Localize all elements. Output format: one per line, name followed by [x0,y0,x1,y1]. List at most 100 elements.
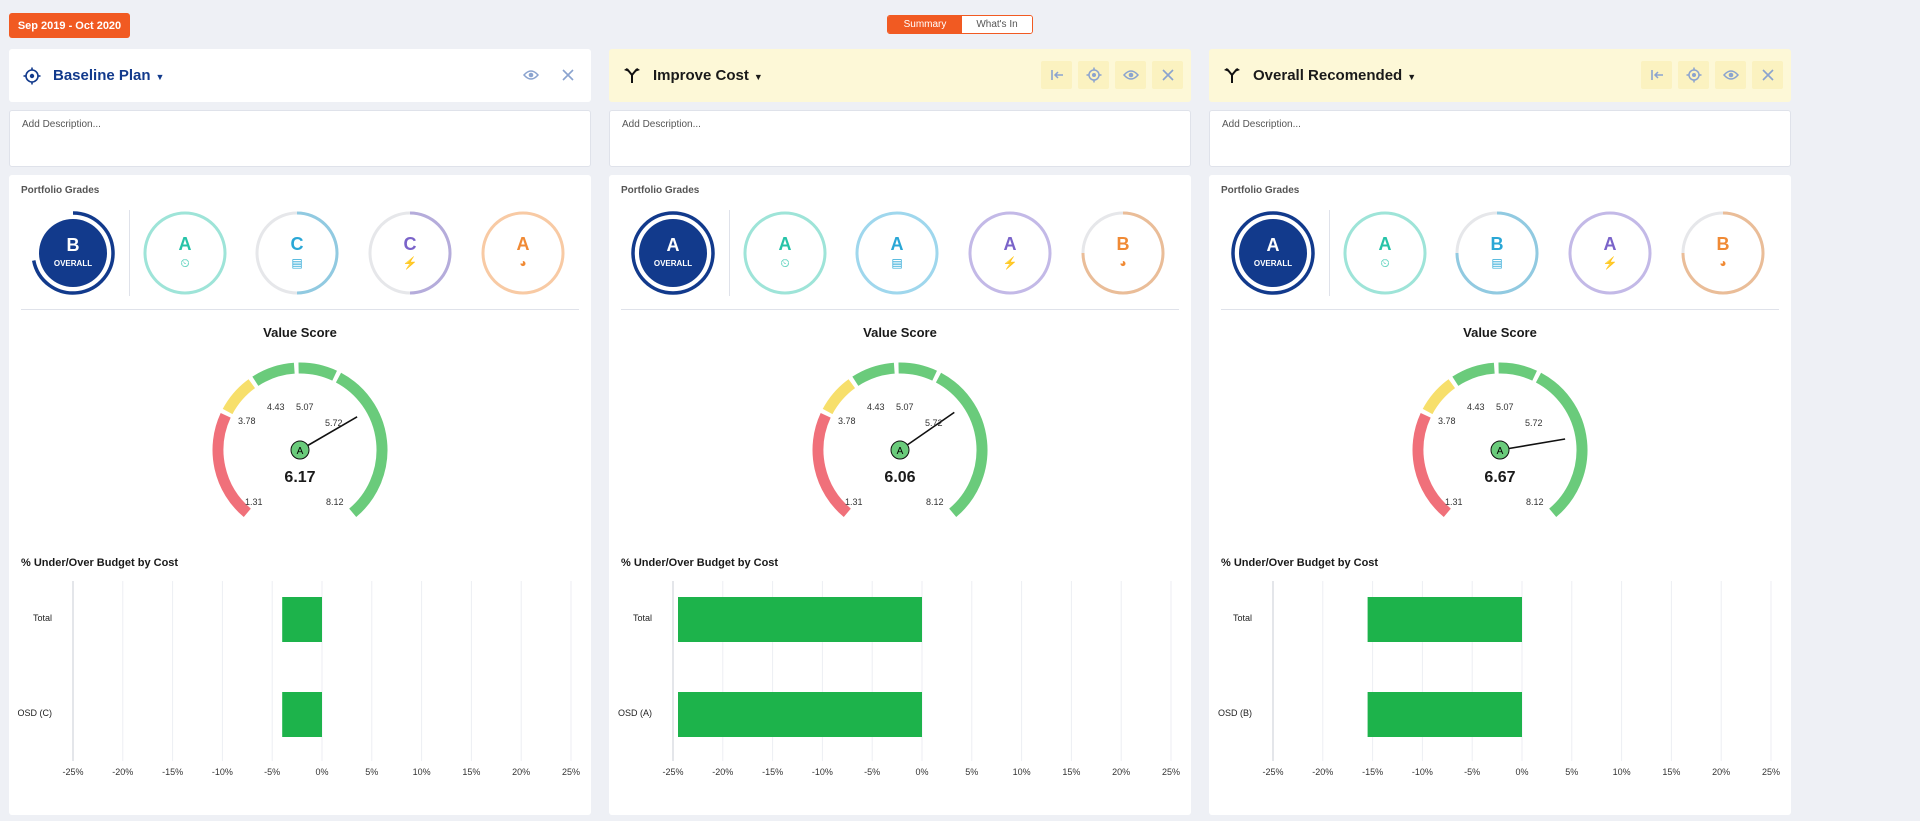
overall-label: OVERALL [653,259,693,268]
x-tick-label: 25% [561,767,580,777]
scenario-title: Overall Recomended [1253,67,1403,84]
branch-icon [1222,66,1242,86]
money-icon: ▤ [1491,256,1503,270]
gauge-needle [899,411,955,451]
budget-bar[interactable] [678,597,922,642]
needle-hub [890,440,910,460]
gauge-threshold-label: 4.43 [867,402,885,412]
gauge-arc: A [212,362,388,518]
gauge-segment [222,379,256,415]
gauge-threshold-label: 8.12 [326,497,344,507]
pin-left-icon[interactable] [1641,61,1672,89]
x-tick-label: 0% [915,767,929,777]
value-score-gauge: A 1.31 3.78 4.43 5.07 5.72 8.12 6.06 [800,338,1000,518]
x-tick-label: -25% [62,767,84,777]
budget-bar[interactable] [282,597,322,642]
focus-icon[interactable] [1678,61,1709,89]
close-icon[interactable] [1752,61,1783,89]
eye-icon[interactable] [1115,61,1146,89]
close-icon[interactable] [1152,61,1183,89]
lightning-icon: ⚡ [1002,256,1018,270]
budget-bar[interactable] [678,692,922,737]
description-input[interactable]: Add Description... [609,110,1191,167]
gauge-threshold-label: 1.31 [1445,497,1463,507]
gauge-arc: A [812,362,988,518]
needle-hub [1490,440,1510,460]
category-label: Total [32,613,52,623]
overall-grade-badge[interactable]: B OVERALL [30,210,116,296]
gauge-segment [212,413,251,518]
whats-in-tab[interactable]: What's In [962,16,1032,33]
x-tick-label: -10% [211,767,233,777]
category-grade-badge[interactable]: A ⏲ [142,210,228,296]
value-score-gauge: A 1.31 3.78 4.43 5.07 5.72 8.12 6.17 [200,338,400,518]
budget-chart-title: % Under/Over Budget by Cost [621,557,779,569]
gauge-threshold-label: 4.43 [267,402,285,412]
pin-left-icon[interactable] [1041,61,1072,89]
focus-icon[interactable] [1078,61,1109,89]
gauge-threshold-label: 3.78 [238,416,256,426]
chevron-down-icon: ▼ [1407,72,1417,82]
x-tick-label: 5% [365,767,379,777]
grade-letter: A [178,234,192,254]
branch-icon [622,66,642,86]
category-grade-badge[interactable]: C ⚡ [367,210,453,296]
category-grade-badge[interactable]: A ⏲ [1342,210,1428,296]
description-input[interactable]: Add Description... [1209,110,1791,167]
category-grade-badge[interactable]: A ◕ [480,210,566,296]
category-grade-badge[interactable]: C ▤ [254,210,340,296]
category-grade-badge[interactable]: A ⚡ [967,210,1053,296]
close-icon[interactable] [552,61,583,89]
category-grade-badge[interactable]: A ▤ [854,210,940,296]
value-score-number: 6.17 [284,469,316,486]
x-tick-label: 15% [1662,767,1681,777]
overall-grade-badge[interactable]: A OVERALL [630,210,716,296]
scenario-title-dropdown[interactable]: Improve Cost ▼ [653,67,763,84]
scenario-column: Baseline Plan ▼ Add Description... Portfo… [9,49,591,815]
description-input[interactable]: Add Description... [9,110,591,167]
x-tick-label: -10% [1411,767,1433,777]
needle-grade: A [897,446,904,457]
category-grade-badge[interactable]: A ⚡ [1567,210,1653,296]
gauge-segment [852,362,895,386]
description-placeholder: Add Description... [22,119,101,130]
budget-bar[interactable] [1367,692,1522,737]
category-grade-badge[interactable]: B ◕ [1680,210,1766,296]
grade-letter: C [290,234,304,254]
scenario-header: Overall Recomended ▼ [1209,49,1791,102]
category-grade-badge[interactable]: B ◕ [1080,210,1166,296]
x-tick-label: 10% [1012,767,1031,777]
eye-icon[interactable] [515,61,546,89]
budget-bar[interactable] [282,692,322,737]
x-tick-label: 15% [462,767,481,777]
category-grade-badge[interactable]: B ▤ [1454,210,1540,296]
overall-grade-letter: B [66,235,80,255]
x-tick-label: 20% [1112,767,1131,777]
gauge-segment [335,372,388,518]
needle-grade: A [1497,446,1504,457]
lightning-icon: ⚡ [402,256,418,270]
header-actions [1641,61,1783,89]
speedometer-icon: ⏲ [780,256,790,270]
overall-grade-letter: A [1266,235,1280,255]
scenario-title-dropdown[interactable]: Baseline Plan ▼ [53,67,164,84]
eye-icon[interactable] [1715,61,1746,89]
grade-letter: A [778,234,792,254]
x-tick-label: -15% [762,767,784,777]
value-score-gauge: A 1.31 3.78 4.43 5.07 5.72 8.12 6.67 [1400,338,1600,518]
scenario-title-dropdown[interactable]: Overall Recomended ▼ [1253,67,1416,84]
budget-bar[interactable] [1367,597,1522,642]
gauge-segment [298,362,337,381]
needle-hub [290,440,310,460]
grade-letter: A [890,234,904,254]
category-label: OSD (B) [1217,708,1252,718]
overall-grade-badge[interactable]: A OVERALL [1230,210,1316,296]
date-range-button[interactable]: Sep 2019 - Oct 2020 [9,13,130,38]
budget-chart-title: % Under/Over Budget by Cost [21,557,179,569]
gauge-segment [1422,379,1456,415]
gauge-threshold-label: 3.78 [1438,416,1456,426]
summary-tab[interactable]: Summary [888,16,962,33]
value-score-title: Value Score [1463,325,1537,340]
budget-bar-chart: Total OSD (B) -25% -20% -15% -10% -5% 0% 5% 10% 15… [1209,575,1791,777]
category-grade-badge[interactable]: A ⏲ [742,210,828,296]
